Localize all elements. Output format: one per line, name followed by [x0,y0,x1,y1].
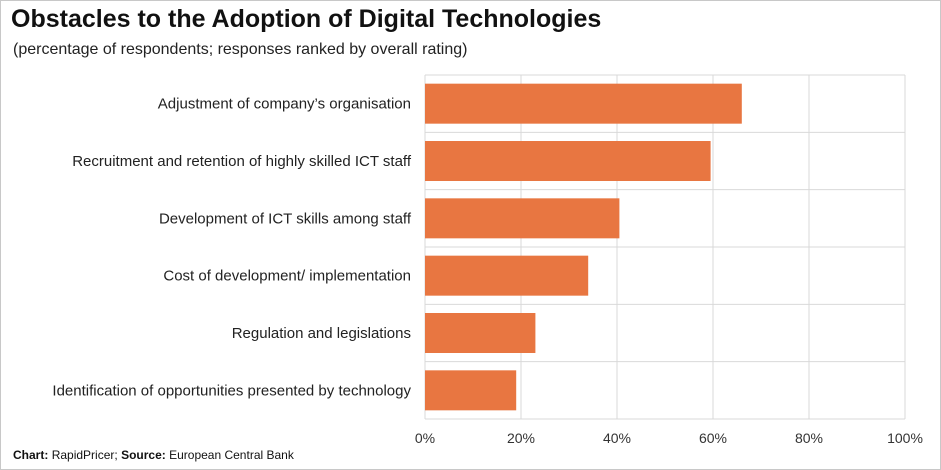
bar [425,198,620,239]
x-tick-label: 100% [887,430,923,446]
bar [425,370,517,411]
bar [425,141,711,181]
category-label: Adjustment of company’s organisation [158,96,411,113]
chart-footer: Chart: RapidPricer; Source: European Cen… [13,448,294,462]
source-label: Source: [121,448,166,462]
chart-title: Obstacles to the Adoption of Digital Tec… [11,5,602,33]
category-label: Identification of opportunities presente… [52,382,411,399]
category-label: Regulation and legislations [232,325,411,342]
chart-credit-label: Chart: [13,448,49,462]
category-label: Development of ICT skills among staff [159,210,412,227]
category-label: Cost of development/ implementation [163,268,411,285]
bar [425,255,589,296]
category-label: Recruitment and retention of highly skil… [72,153,412,170]
x-tick-label: 40% [603,430,631,446]
x-tick-label: 20% [507,430,535,446]
chart-subtitle: (percentage of respondents; responses ra… [13,41,468,58]
source-value: European Central Bank [169,448,294,462]
bar [425,83,742,124]
x-tick-label: 60% [699,430,727,446]
x-tick-labels: 0% 20% 40% 60% 80% 100% [415,430,923,446]
chart-credit-value: RapidPricer; [51,448,118,462]
x-tick-label: 0% [415,430,435,446]
bars [425,83,742,411]
x-tick-label: 80% [795,430,823,446]
grid-lines [424,74,906,420]
bar [425,313,536,353]
category-labels: Adjustment of company’s organisation Recr… [52,96,411,400]
